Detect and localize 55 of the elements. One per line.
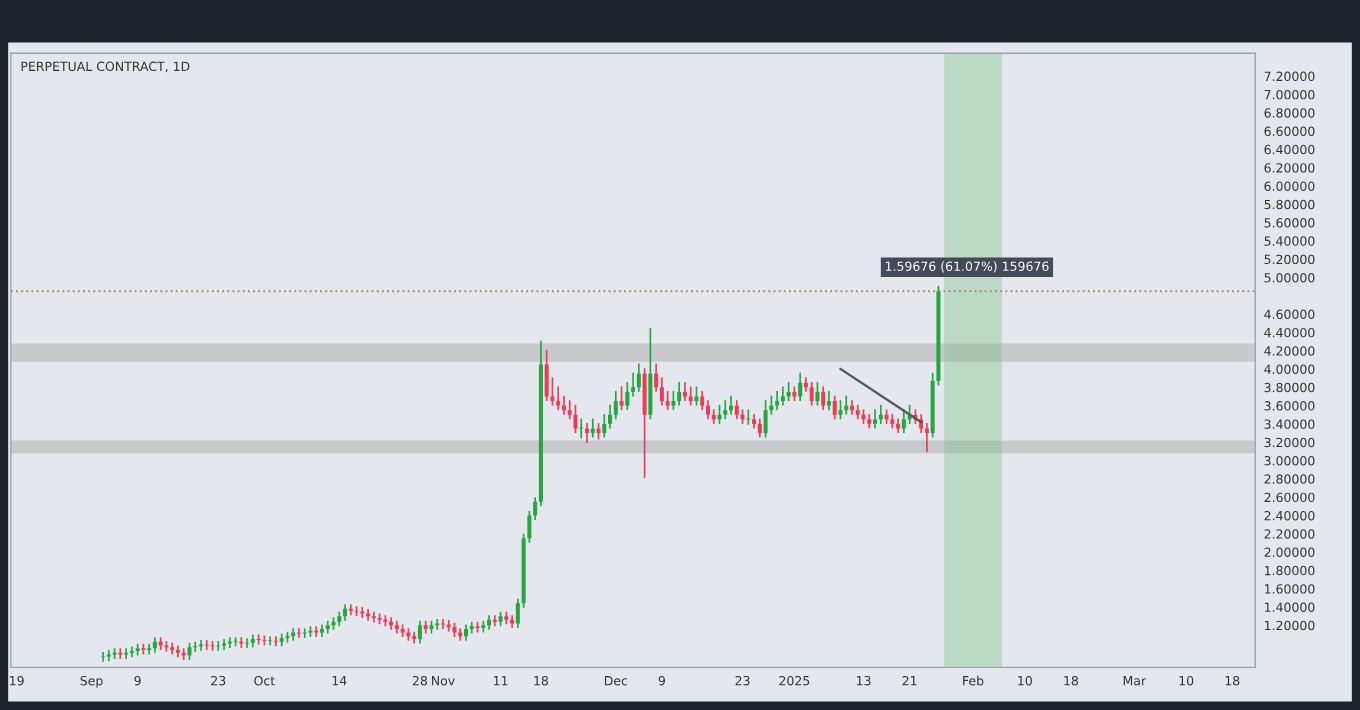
candlestick bbox=[579, 418, 584, 439]
candlestick bbox=[826, 391, 831, 411]
candlestick bbox=[216, 640, 221, 651]
candlestick bbox=[469, 621, 474, 634]
candlestick bbox=[314, 626, 319, 638]
candlestick bbox=[492, 615, 497, 627]
candlestick bbox=[775, 391, 780, 411]
candlestick bbox=[417, 620, 422, 644]
candlestick bbox=[227, 637, 232, 649]
candlestick bbox=[832, 395, 837, 420]
candlestick bbox=[642, 368, 647, 478]
candlestick bbox=[873, 409, 878, 429]
candlestick bbox=[481, 620, 486, 633]
candlestick bbox=[763, 400, 768, 438]
candlestick bbox=[625, 381, 630, 411]
candlestick bbox=[181, 648, 186, 660]
candlestick bbox=[366, 608, 371, 621]
candlestick bbox=[124, 648, 129, 660]
candlestick bbox=[688, 386, 693, 406]
candlestick bbox=[613, 391, 618, 420]
candlestick bbox=[371, 611, 376, 623]
candlestick bbox=[723, 400, 728, 420]
candlestick bbox=[440, 618, 445, 629]
candlestick bbox=[446, 619, 451, 632]
candlestick bbox=[348, 604, 353, 616]
candlestick bbox=[636, 363, 641, 392]
candlestick bbox=[798, 372, 803, 401]
candlestick bbox=[101, 651, 106, 662]
candlestick bbox=[319, 624, 324, 638]
candlestick bbox=[544, 349, 549, 401]
candlestick bbox=[648, 327, 653, 420]
candlestick bbox=[677, 381, 682, 406]
candlestick bbox=[273, 636, 278, 647]
candlestick bbox=[170, 642, 175, 655]
candlestick bbox=[487, 615, 492, 630]
candlestick bbox=[268, 636, 273, 646]
candlestick bbox=[435, 618, 440, 630]
candlestick bbox=[619, 386, 624, 411]
candlestick bbox=[302, 628, 307, 639]
candlestick bbox=[809, 381, 814, 406]
candlestick bbox=[746, 409, 751, 425]
candlestick bbox=[412, 631, 417, 644]
candlestick bbox=[821, 386, 826, 411]
candlestick bbox=[602, 413, 607, 438]
candlestick bbox=[296, 628, 301, 639]
candlestick bbox=[239, 637, 244, 649]
candlestick bbox=[815, 381, 820, 406]
candlestick bbox=[780, 386, 785, 406]
candlestick bbox=[573, 404, 578, 434]
candlestick bbox=[193, 641, 198, 652]
candlestick bbox=[245, 638, 250, 649]
candlestick bbox=[175, 645, 180, 658]
candlestick bbox=[129, 646, 134, 658]
candlestick bbox=[147, 643, 152, 655]
candlestick bbox=[901, 409, 906, 434]
